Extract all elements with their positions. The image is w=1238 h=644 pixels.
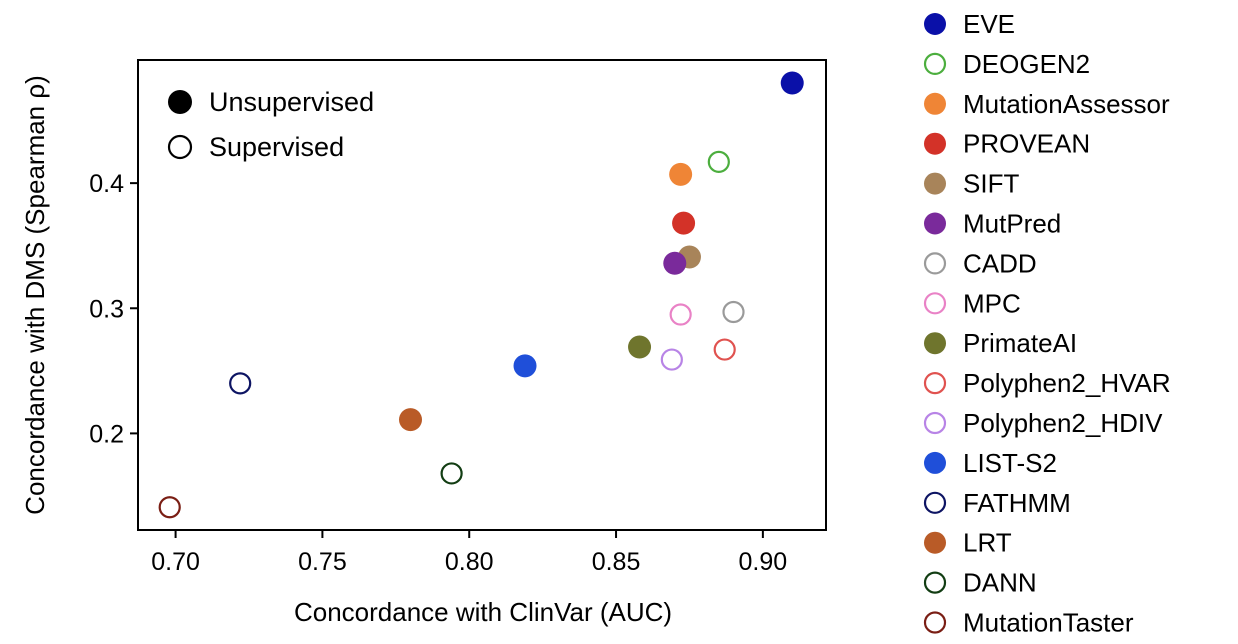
legend-marker-lrt: [924, 531, 946, 554]
legend-filled-marker: [168, 90, 192, 114]
legend-marker-provean: [924, 132, 946, 155]
x-axis-ticks: 0.70 0.75 0.80 0.85 0.90: [151, 530, 787, 576]
style-legend: Unsupervised Supervised: [167, 87, 374, 162]
x-tick-label: 0.80: [445, 548, 494, 576]
x-tick-label: 0.75: [298, 548, 347, 576]
y-tick-label: 0.4: [89, 170, 124, 198]
point-fathmm: [229, 372, 252, 395]
legend-marker-primateai: [924, 332, 946, 355]
legend-open-marker: [167, 134, 193, 160]
y-tick-label: 0.2: [89, 420, 124, 448]
legend-label: PrimateAI: [963, 328, 1077, 358]
legend-marker-polyphen2-hvar: [923, 372, 947, 395]
data-points: [158, 71, 804, 519]
x-tick-label: 0.70: [151, 548, 200, 576]
y-axis-ticks: 0.2 0.3 0.4: [89, 170, 138, 448]
x-tick-label: 0.85: [592, 548, 641, 576]
legend-label: MPC: [963, 288, 1021, 318]
point-list-s2: [513, 354, 537, 378]
point-eve: [780, 71, 804, 95]
legend-marker-mutpred: [924, 212, 946, 235]
point-dann: [440, 462, 463, 485]
legend-marker-eve: [924, 13, 946, 35]
y-tick-label: 0.3: [89, 295, 124, 323]
legend-label: SIFT: [963, 169, 1019, 199]
point-deogen2: [707, 150, 730, 173]
legend-marker-cadd: [923, 252, 947, 275]
legend-label: LRT: [963, 528, 1012, 558]
legend-marker-list-s2: [924, 451, 946, 474]
legend-label: MutPred: [963, 209, 1061, 239]
legend-marker-mutationtaster: [923, 611, 947, 634]
point-provean: [672, 211, 696, 235]
legend-marker-polyphen2-hdiv: [923, 411, 947, 435]
y-axis-label: Concordance with DMS (Spearman ρ): [20, 75, 50, 515]
legend-marker-deogen2: [923, 52, 947, 76]
point-lrt: [398, 408, 422, 432]
point-mutationassessor: [669, 162, 693, 186]
legend-label: Polyphen2_HVAR: [963, 368, 1171, 398]
x-tick-label: 0.90: [739, 548, 788, 576]
legend-label: DEOGEN2: [963, 49, 1090, 79]
point-mpc: [669, 303, 692, 326]
series-legend: EVE DEOGEN2 MutationAssessor PROVEAN SIFT Mut…: [923, 9, 1171, 638]
legend-label: Polyphen2_HDIV: [963, 408, 1163, 438]
legend-label: FATHMM: [963, 488, 1071, 518]
legend-label: EVE: [963, 9, 1015, 39]
legend-marker-dann: [923, 571, 947, 594]
legend-marker-fathmm: [923, 491, 947, 514]
style-legend-label: Unsupervised: [209, 87, 374, 117]
legend-label: DANN: [963, 568, 1037, 598]
legend-label: MutationTaster: [963, 608, 1134, 638]
legend-marker-mutationassessor: [924, 92, 946, 115]
legend-marker-mpc: [923, 292, 947, 315]
x-axis-label: Concordance with ClinVar (AUC): [294, 597, 672, 627]
style-legend-label: Supervised: [209, 132, 344, 162]
plot-frame: [137, 59, 827, 531]
point-polyphen2-hvar: [713, 338, 736, 361]
legend-label: CADD: [963, 248, 1037, 278]
point-polyphen2-hdiv: [660, 348, 683, 371]
legend-label: MutationAssessor: [963, 89, 1170, 119]
legend-label: PROVEAN: [963, 129, 1090, 159]
point-cadd: [722, 300, 745, 324]
point-primateai: [628, 335, 652, 359]
legend-label: LIST-S2: [963, 448, 1057, 478]
legend-marker-sift: [924, 172, 946, 195]
point-mutpred: [663, 251, 687, 275]
point-mutationtaster: [158, 496, 181, 519]
